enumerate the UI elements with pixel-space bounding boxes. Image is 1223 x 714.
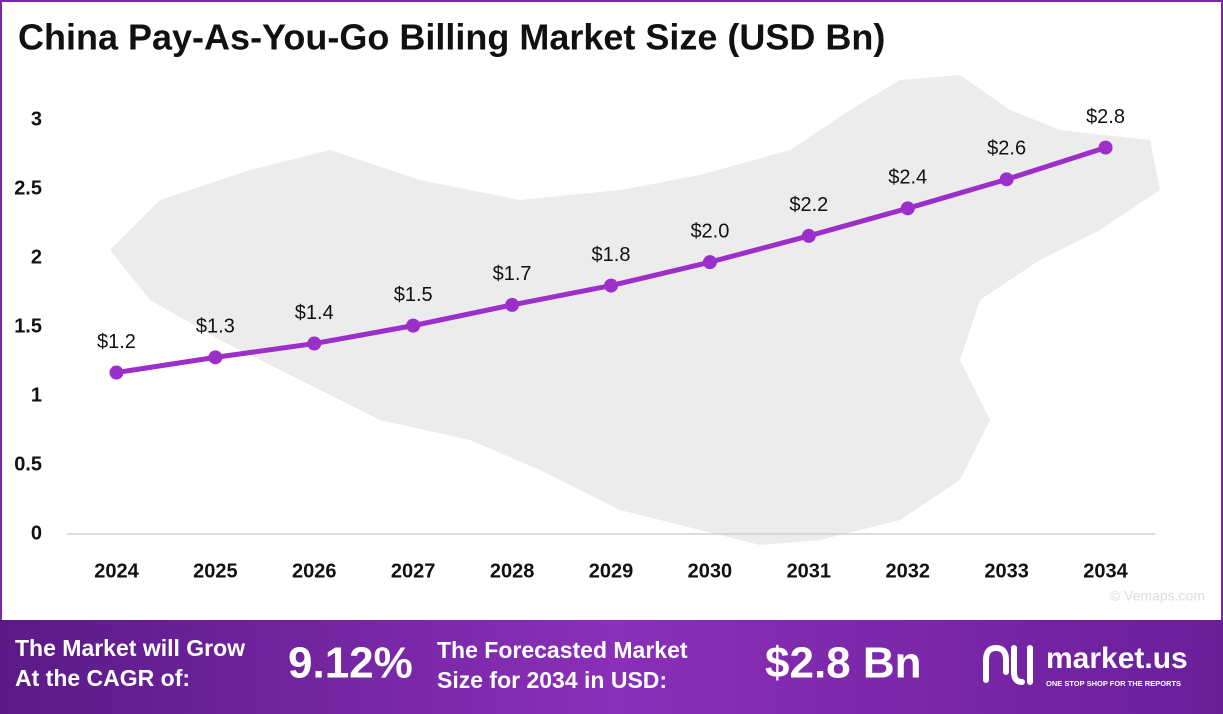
- y-tick-label: 1.5: [14, 315, 42, 337]
- forecast-text: The Forecasted Market: [437, 637, 688, 663]
- value-label: $2.6: [987, 138, 1026, 160]
- point: [109, 365, 124, 380]
- x-tick-label: 2028: [490, 560, 535, 582]
- point: [1098, 140, 1113, 155]
- x-tick-label: 2024: [94, 560, 139, 582]
- point: [801, 228, 816, 243]
- value-label: $1.2: [97, 331, 136, 353]
- value-label: $2.8: [1086, 106, 1125, 128]
- point: [307, 336, 322, 351]
- x-tick-label: 2025: [193, 560, 238, 582]
- y-tick-label: 0.5: [14, 453, 42, 475]
- x-tick-label: 2033: [984, 560, 1029, 582]
- point: [505, 297, 520, 312]
- map-credit: © Vemaps.com: [1110, 588, 1205, 604]
- x-tick-label: 2030: [688, 560, 733, 582]
- point: [406, 318, 421, 333]
- x-tick-label: 2026: [292, 560, 337, 582]
- map-silhouette: [110, 75, 1160, 545]
- value-label: $2.0: [690, 220, 729, 242]
- value-label: $1.3: [196, 316, 235, 338]
- cagr-value: 9.12%: [288, 639, 413, 688]
- value-label: $1.4: [295, 302, 334, 324]
- brand-tagline: ONE STOP SHOP FOR THE REPORTS: [1046, 679, 1181, 688]
- cagr-text: The Market will Grow: [15, 635, 245, 661]
- footer-band: [0, 620, 1223, 714]
- point: [999, 172, 1014, 187]
- x-tick-label: 2032: [885, 560, 930, 582]
- forecast-text: Size for 2034 in USD:: [437, 667, 667, 693]
- value-label: $2.4: [888, 167, 927, 189]
- value-label: $2.2: [789, 194, 828, 216]
- brand-logo: [983, 644, 1033, 685]
- x-tick-label: 2029: [589, 560, 634, 582]
- x-tick-label: 2027: [391, 560, 436, 582]
- value-label: $1.8: [592, 244, 631, 266]
- point: [900, 201, 915, 216]
- value-label: $1.7: [493, 263, 532, 285]
- x-tick-label: 2031: [787, 560, 832, 582]
- y-tick-label: 3: [31, 108, 42, 130]
- value-label: $1.5: [394, 284, 433, 306]
- point: [702, 255, 717, 270]
- y-tick-label: 1: [31, 384, 42, 406]
- y-tick-label: 2.5: [14, 177, 42, 199]
- chart-title: China Pay-As-You-Go Billing Market Size …: [18, 17, 885, 58]
- point: [604, 278, 618, 293]
- forecast-value: $2.8 Bn: [765, 639, 922, 688]
- point: [208, 350, 223, 365]
- y-tick-label: 2: [31, 246, 42, 268]
- y-tick-label: 0: [31, 522, 42, 544]
- cagr-text: At the CAGR of:: [15, 665, 190, 691]
- brand-name: market.us: [1046, 642, 1188, 675]
- x-tick-label: 2034: [1083, 560, 1128, 582]
